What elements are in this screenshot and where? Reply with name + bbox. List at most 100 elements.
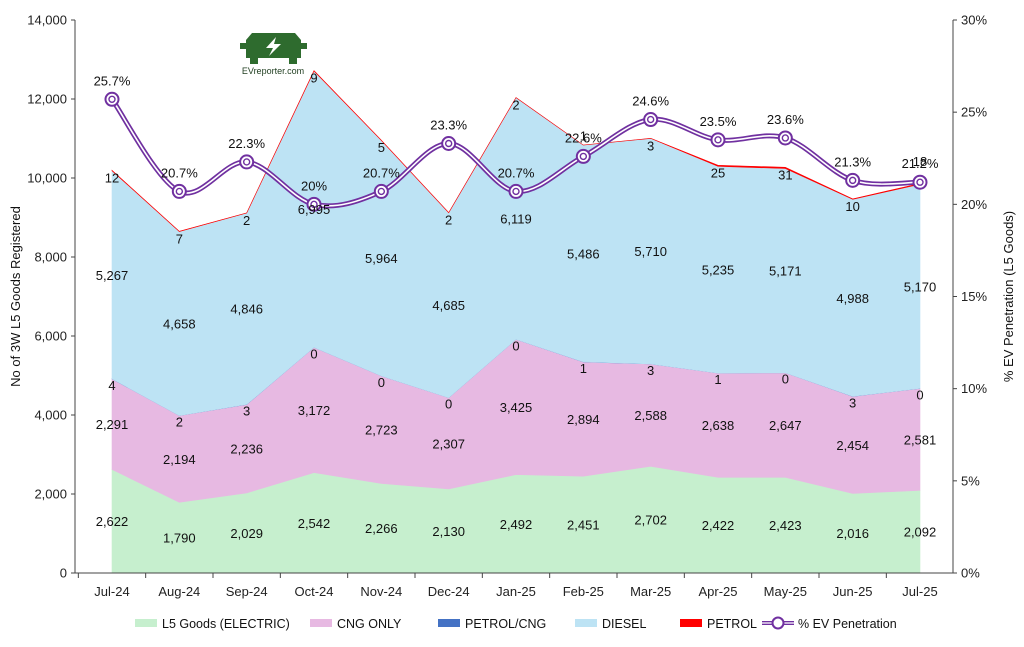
data-label-cng: 2,581: [904, 432, 937, 447]
x-tick-label: Jul-25: [902, 584, 937, 599]
legend-swatch-marker: [771, 616, 785, 630]
ev-penetration-point: [441, 136, 457, 152]
data-label-petrol-cng: 4: [108, 378, 115, 393]
data-label-petrol-cng: 0: [378, 375, 385, 390]
data-label-petrol-cng: 0: [782, 372, 789, 387]
ev-penetration-point: [845, 172, 861, 188]
ev-penetration-point-core: [646, 115, 655, 124]
x-tick-label: Aug-24: [158, 584, 200, 599]
x-tick-label: Feb-25: [563, 584, 604, 599]
y2-tick-label: 5%: [961, 473, 980, 488]
line-layer: [104, 91, 928, 212]
ev-penetration-point: [575, 148, 591, 164]
data-label-cng: 3,172: [298, 403, 331, 418]
legend-label: L5 Goods (ELECTRIC): [162, 617, 290, 631]
data-label-diesel: 4,988: [836, 291, 869, 306]
data-label-cng: 2,588: [634, 408, 667, 423]
data-label-petrol: 10: [845, 199, 859, 214]
data-label-petrol-cng: 0: [310, 346, 317, 361]
data-label-cng: 2,454: [836, 438, 869, 453]
truck-bolt-icon: [240, 33, 307, 64]
data-label-diesel: 6,995: [298, 202, 331, 217]
data-label-cng: 2,236: [230, 442, 263, 457]
legend-swatch: [310, 619, 332, 627]
x-tick-label: Oct-24: [294, 584, 333, 599]
data-label-electric: 2,702: [634, 513, 667, 528]
y-tick-label: 10,000: [27, 171, 67, 186]
ev-penetration-label: 21.2%: [902, 156, 939, 171]
ev-penetration-point: [239, 154, 255, 170]
y2-tick-label: 10%: [961, 381, 987, 396]
ev-penetration-label: 22.3%: [228, 136, 265, 151]
legend-swatch: [575, 619, 597, 627]
data-label-electric: 2,092: [904, 525, 937, 540]
data-label-petrol-cng: 3: [243, 403, 250, 418]
legend-label: PETROL/CNG: [465, 617, 546, 631]
y-tick-label: 2,000: [34, 487, 67, 502]
ev-penetration-point-core: [444, 139, 453, 148]
y-tick-label: 12,000: [27, 92, 67, 107]
ev-penetration-label: 25.7%: [94, 73, 131, 88]
ev-penetration-point-core: [310, 200, 318, 209]
data-label-petrol-cng: 3: [647, 363, 654, 378]
data-label-diesel: 4,846: [230, 302, 263, 317]
area-layer: [111, 70, 921, 574]
data-label-petrol: 3: [647, 138, 654, 153]
data-label-electric: 2,029: [230, 526, 263, 541]
data-label-cng: 2,723: [365, 423, 398, 438]
ev-penetration-point: [643, 112, 659, 128]
data-label-electric: 1,790: [163, 531, 196, 546]
ev-penetration-point-core: [242, 158, 251, 166]
ev-penetration-point: [710, 132, 726, 148]
x-tick-label: Jun-25: [833, 584, 873, 599]
ev-penetration-label: 23.6%: [767, 112, 804, 127]
data-label-petrol: 1: [580, 128, 587, 143]
ev-penetration-point-core: [512, 187, 520, 196]
ev-penetration-point-core: [108, 95, 116, 103]
data-label-cng: 2,291: [96, 417, 129, 432]
x-tick-label: May-25: [764, 584, 807, 599]
y-tick-label: 0: [60, 566, 67, 581]
y2-tick-label: 25%: [961, 105, 987, 120]
ev-penetration-label: 20%: [301, 178, 327, 193]
data-label-diesel: 4,685: [432, 298, 465, 313]
ev-penetration-point: [104, 91, 120, 107]
ev-penetration-label: 22.6%: [565, 130, 602, 145]
ev-penetration-point: [171, 183, 187, 199]
data-label-cng: 2,894: [567, 412, 600, 427]
data-label-diesel: 5,710: [634, 244, 667, 259]
data-label-petrol: 5: [378, 140, 385, 155]
y2-tick-label: 15%: [961, 289, 987, 304]
legend-swatch: [438, 619, 460, 627]
data-label-cng: 2,307: [432, 436, 465, 451]
logo-text: EVreporter.com: [242, 66, 304, 76]
data-label-petrol-cng: 0: [916, 387, 923, 402]
ev-penetration-point: [912, 174, 928, 190]
legend-swatch: [135, 619, 157, 627]
ev-penetration-label: 20.7%: [363, 165, 400, 180]
data-label-diesel: 5,171: [769, 264, 802, 279]
data-label-petrol: 2: [445, 213, 452, 228]
x-tick-label: Nov-24: [360, 584, 402, 599]
data-label-cng: 2,638: [702, 418, 735, 433]
data-label-diesel: 5,235: [702, 263, 735, 278]
data-label-electric: 2,423: [769, 518, 802, 533]
ev-penetration-point-core: [781, 134, 790, 142]
data-label-petrol: 12: [105, 170, 119, 185]
data-label-petrol: 25: [711, 165, 725, 180]
ev-penetration-point-core: [916, 178, 924, 186]
ev-penetration-point-core: [714, 136, 722, 144]
y-tick-label: 6,000: [34, 329, 67, 344]
legend: L5 Goods (ELECTRIC) CNG ONLY PETROL/CNG DIE…: [135, 616, 897, 631]
ev-penetration-label: 21.3%: [834, 154, 871, 169]
data-label-cng: 2,647: [769, 418, 802, 433]
legend-label: PETROL: [707, 617, 757, 631]
data-label-diesel: 5,486: [567, 246, 600, 261]
ev-penetration-point-core: [377, 187, 386, 196]
ev-penetration-label: 20.7%: [498, 165, 535, 180]
ev-penetration-label: 20.7%: [161, 165, 198, 180]
data-label-electric: 2,266: [365, 521, 398, 536]
x-tick-label: Sep-24: [226, 584, 268, 599]
data-label-petrol-cng: 0: [512, 338, 519, 353]
data-label-electric: 2,622: [96, 514, 129, 529]
